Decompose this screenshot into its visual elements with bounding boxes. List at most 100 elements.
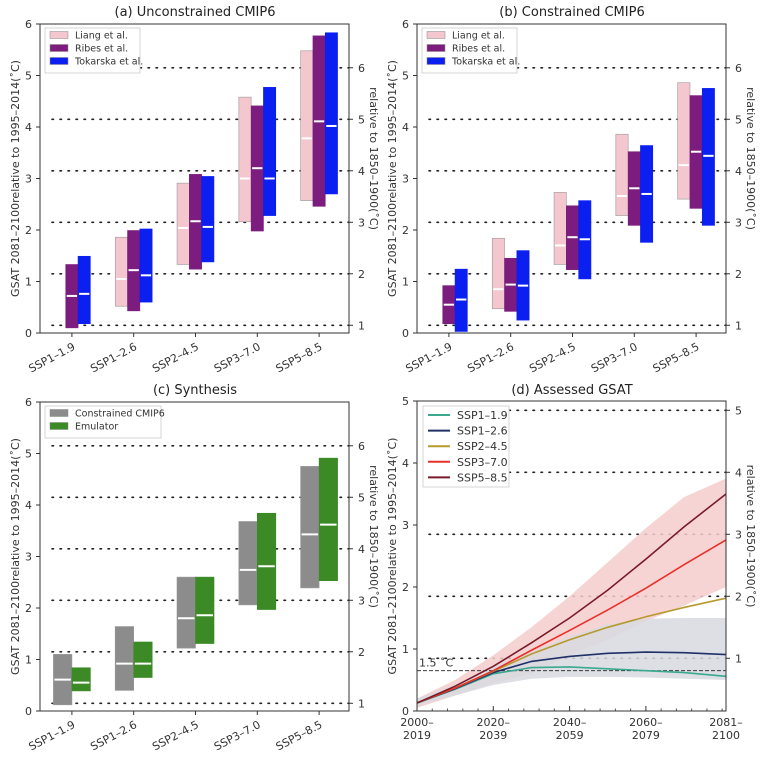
panel-b-xtick-label: SSP1–1.9	[404, 340, 455, 375]
panel-b-bar-0-2	[553, 192, 567, 265]
panel-b-bar-0-4	[677, 82, 691, 200]
panel-a-ytick-label: 5	[25, 70, 32, 83]
panel-b-xtick-label: SSP1–2.6	[465, 340, 516, 375]
panel-c-ytick-label: 6	[25, 396, 32, 409]
panel-c-ylabel-right: relative to 1850–1900(˚C)	[367, 465, 380, 608]
panel-c-ytick-right-label: 6	[358, 440, 365, 453]
panel-a-ytick-label: 6	[25, 18, 32, 31]
panel-b-ytick-right-label: 2	[735, 268, 742, 281]
panel-c-legend-swatch	[49, 409, 69, 417]
panel-d-legend-label: SSP1–2.6	[457, 425, 508, 438]
panel-d-xtick-label: 2059	[556, 729, 584, 742]
panel-c-bar-1-3	[256, 512, 277, 610]
panel-c-bar-1-1	[133, 641, 153, 678]
panel-a-bar-2-0	[77, 255, 91, 325]
panel-d-xtick-label: 2081–	[709, 716, 743, 729]
panel-a: SSP1–1.9 SSP1–2.6 SSP2–4.5 SSP3–7.0 SSP5–8.5…	[9, 18, 380, 375]
panel-a-bar-2-1	[139, 228, 153, 303]
panel-c-xtick-label: SSP5–8.5	[274, 718, 325, 753]
panel-b-ytick-label: 4	[402, 121, 409, 134]
panel-d-ytick-right-label: 5	[735, 404, 742, 417]
panel-b-ylabel-right: relative to 1850–1900(˚C)	[744, 87, 757, 230]
panel-d-line-4	[416, 493, 727, 704]
panel-b-ylabel: GSAT 2081–2100relative to 1995–2014(˚C)	[386, 60, 399, 297]
panel-d-xtick-label: 2020–	[477, 716, 511, 729]
panel-a-ytick-right-label: 3	[358, 216, 365, 229]
panel-c-bar-0-4	[300, 466, 320, 589]
panel-d-ytick-right-label: 2	[735, 590, 742, 603]
panel-d-ytick-right-label: 3	[735, 528, 742, 541]
panel-b-legend-label: Ribes et al.	[452, 44, 505, 55]
panel-a-ytick-right-label: 1	[358, 319, 365, 332]
panel-b-bar-0-3	[615, 133, 629, 216]
panel-a-legend-swatch	[49, 31, 69, 39]
panel-d-xtick-label: 2040–	[553, 716, 587, 729]
panel-b-ytick-right-label: 1	[735, 319, 742, 332]
panel-c-bar-0-3	[238, 521, 258, 606]
panel-a-legend-swatch	[49, 57, 69, 65]
panel-d-xtick-label: 2000–	[400, 716, 434, 729]
panel-c-ytick-label: 3	[25, 551, 32, 564]
panel-d-legend-label: SSP1–1.9	[457, 409, 508, 422]
panel-d-ytick-right-label: 4	[735, 466, 742, 479]
panel-c-ytick-label: 1	[25, 654, 32, 667]
panel-a-ytick-right-label: 6	[358, 62, 365, 75]
panel-a-xtick-label: SSP2–4.5	[150, 340, 201, 375]
panel-c-ytick-right-label: 1	[358, 697, 365, 710]
panel-d-uncertainty-band-0	[417, 478, 726, 708]
panel-a-legend-label: Tokarska et al.	[74, 57, 143, 68]
panel-a-ytick-right-label: 5	[358, 113, 365, 126]
panel-b-ytick-right-label: 5	[735, 113, 742, 126]
panel-a-legend-label: Ribes et al.	[75, 44, 128, 55]
panel-a-ytick-right-label: 4	[358, 165, 365, 178]
panel-d-ytick-label: 0	[402, 705, 409, 718]
panel-b-legend-label: Liang et al.	[452, 31, 505, 42]
panel-c-legend-label: Constrained CMIP6	[75, 409, 165, 420]
panel-a-ytick-label: 4	[25, 121, 32, 134]
panel-a-ytick-label: 0	[25, 327, 32, 340]
panel-b-title: (b) Constrained CMIP6	[499, 5, 644, 20]
panel-c-bar-0-2	[176, 576, 196, 649]
panel-b-bar-0-1	[491, 237, 505, 310]
panel-d: 1.5 ˚C2000–20192020–20392040–20592060–20…	[386, 395, 757, 742]
panel-d-legend-label: SSP2–4.5	[457, 440, 508, 453]
panel-a-bar-2-4	[324, 32, 338, 195]
panel-a-title: (a) Unconstrained CMIP6	[115, 5, 276, 20]
panel-c-ytick-label: 2	[25, 602, 32, 615]
panel-c-xtick-label: SSP1–1.9	[27, 718, 78, 753]
panel-b-bar-2-4	[701, 88, 715, 226]
panel-b-legend-label: Tokarska et al.	[451, 57, 520, 68]
panel-d-ylabel-right: relative to 1850–1900(˚C)	[744, 465, 757, 608]
panel-d-xtick-label: 2019	[403, 729, 431, 742]
panel-c-ytick-right-label: 3	[358, 594, 365, 607]
panel-c-xtick-label: SSP2–4.5	[150, 718, 201, 753]
panel-b-legend-swatch	[426, 44, 446, 52]
panel-a-bar-0-4	[300, 50, 314, 201]
panel-c-ytick-label: 4	[25, 499, 32, 512]
panel-c: SSP1–1.9 SSP1–2.6 SSP2–4.5 SSP3–7.0 SSP5–8.5…	[9, 396, 380, 753]
panel-b-xtick-label: SSP3–7.0	[589, 340, 640, 375]
panel-d-ytick-label: 5	[402, 395, 409, 408]
panel-c-bar-0-1	[114, 626, 134, 691]
panel-b-xtick-label: SSP2–4.5	[527, 340, 578, 375]
panel-d-ytick-label: 4	[402, 457, 409, 470]
panel-c-ytick-right-label: 5	[358, 491, 365, 504]
panel-a-xtick-label: SSP1–2.6	[88, 340, 139, 375]
panel-b-ytick-label: 5	[402, 70, 409, 83]
panel-a-legend-label: Liang et al.	[75, 31, 128, 42]
panel-a-bar-0-1	[114, 236, 128, 307]
panel-a-ylabel-right: relative to 1850–1900(˚C)	[367, 87, 380, 230]
panel-c-bar-1-4	[318, 457, 338, 582]
panel-c-ytick-right-label: 2	[358, 646, 365, 659]
panel-b-legend-swatch	[426, 57, 446, 65]
panel-d-ytick-label: 1	[402, 643, 409, 656]
panel-c-ytick-label: 0	[25, 705, 32, 718]
panel-b-ytick-right-label: 4	[735, 165, 742, 178]
panel-a-ytick-label: 1	[25, 276, 32, 289]
panel-d-title: (d) Assessed GSAT	[511, 383, 632, 398]
panel-c-legend-swatch	[49, 422, 69, 430]
panel-c-xtick-label: SSP1–2.6	[88, 718, 139, 753]
panel-b-legend-swatch	[426, 31, 446, 39]
panel-d-line-3	[416, 539, 727, 704]
